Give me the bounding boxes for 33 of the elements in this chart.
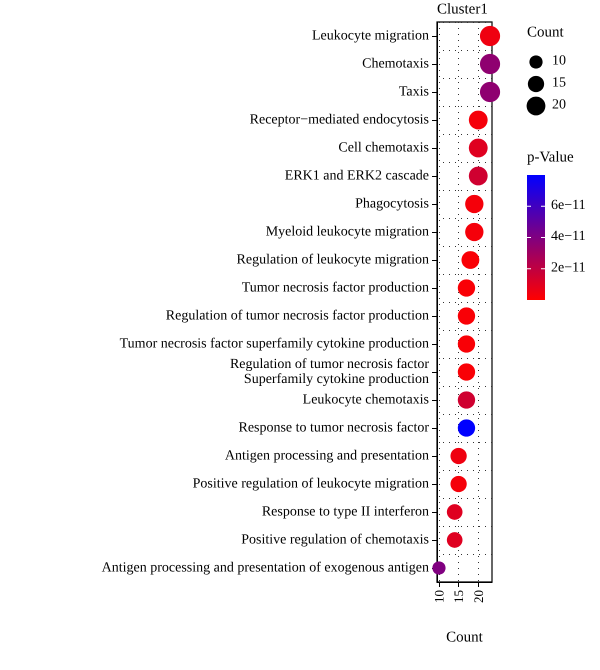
y-tick-label: Antigen processing and presentation of exogenous antigen <box>102 560 429 576</box>
y-tick-label: Positive regulation of chemotaxis <box>241 532 429 548</box>
y-tick-label: Leukocyte migration <box>312 28 429 44</box>
x-tick-label: 10 <box>431 590 446 603</box>
y-tick-label: Positive regulation of leukocyte migration <box>192 476 429 492</box>
color-bar-title: p-Value <box>527 150 574 166</box>
color-bar-label: 6e−11 <box>551 198 586 213</box>
legend-label: 10 <box>552 54 566 68</box>
legend-label: 15 <box>552 76 566 90</box>
x-tick-label: 20 <box>470 590 486 603</box>
y-tick-label: Chemotaxis <box>362 56 429 72</box>
y-tick-label: Tumor necrosis factor superfamily cytokine production <box>120 336 429 352</box>
y-tick-label: Regulation of tumor necrosis factor Superfamily cytokine production <box>230 357 430 387</box>
legend-label: 20 <box>552 98 566 112</box>
legend-title: Count <box>527 24 565 40</box>
y-tick-label: Response to tumor necrosis factor <box>238 420 430 436</box>
y-tick-label: Cell chemotaxis <box>338 140 429 156</box>
y-tick-label: Phagocytosis <box>355 196 429 212</box>
y-tick-label: Receptor−mediated endocytosis <box>250 112 429 128</box>
y-tick-label: Leukocyte chemotaxis <box>302 392 429 408</box>
y-tick-label: Tumor necrosis factor production <box>242 280 429 296</box>
x-tick-label: 15 <box>451 590 466 603</box>
y-tick-label: Taxis <box>398 84 429 100</box>
y-tick-label: Regulation of leukocyte migration <box>236 252 429 268</box>
y-tick-label: ERK1 and ERK2 cascade <box>284 168 429 184</box>
x-axis-title: Count <box>446 630 484 646</box>
chart-title: Cluster1 <box>437 2 488 18</box>
y-tick-label: Antigen processing and presentation <box>224 448 429 464</box>
color-bar-label: 4e−11 <box>551 229 586 244</box>
y-tick-label: Myeloid leukocyte migration <box>266 224 429 240</box>
y-tick-label: Response to type II interferon <box>262 504 429 520</box>
color-bar-label: 2e−11 <box>551 260 586 276</box>
y-tick-label: Regulation of tumor necrosis factor production <box>166 308 429 324</box>
